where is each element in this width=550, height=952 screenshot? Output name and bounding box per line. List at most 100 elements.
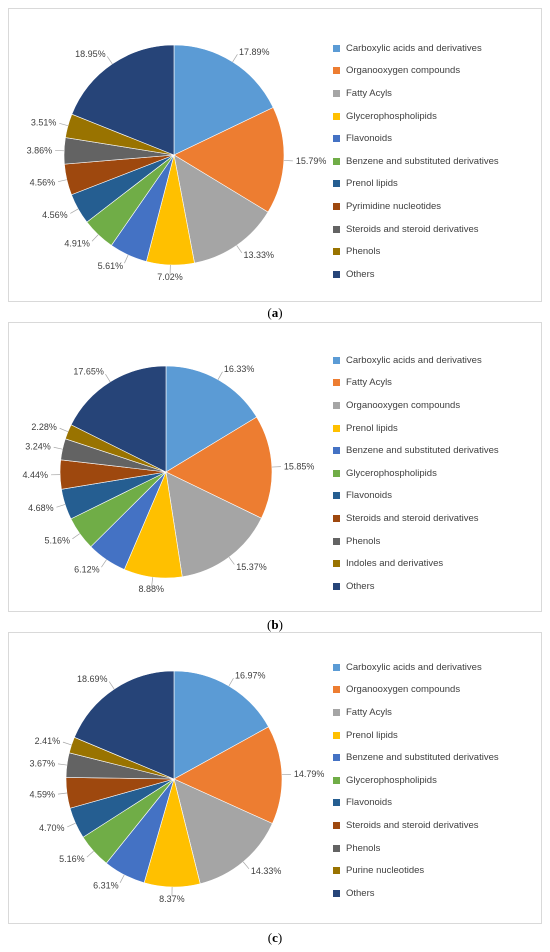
legend-swatch bbox=[333, 67, 340, 75]
legend-entry: Others bbox=[333, 575, 499, 598]
legend-swatch bbox=[333, 157, 340, 165]
legend-label: Prenol lipids bbox=[346, 729, 398, 741]
leader-line bbox=[151, 577, 154, 587]
legend-label: Phenols bbox=[346, 535, 381, 547]
leader-line bbox=[242, 861, 250, 870]
leader-line bbox=[59, 427, 69, 433]
pie-slice bbox=[173, 154, 269, 264]
legend-label: Fatty Acyls bbox=[346, 706, 392, 718]
legend-label: Steroids and steroid derivatives bbox=[346, 819, 479, 831]
legend-swatch bbox=[333, 424, 340, 432]
pie-chart-b: 16.33% 15.85% 15.37% 8.88% 6.12% 5.16% 4.68% 4.… bbox=[22, 364, 314, 594]
legend-label: Phenols bbox=[346, 842, 381, 854]
pie-slice bbox=[165, 365, 258, 473]
legend-swatch bbox=[333, 799, 340, 807]
legend-label: Prenol lipids bbox=[346, 422, 398, 434]
legend-label: Others bbox=[346, 580, 375, 592]
legend-entry: Prenol lipids bbox=[333, 724, 499, 747]
slice-data-label: 16.33% bbox=[224, 364, 255, 374]
slice-data-label: 18.69% bbox=[77, 674, 108, 684]
legend-swatch bbox=[333, 379, 340, 387]
legend-entry: Others bbox=[333, 263, 499, 286]
legend-entry: Flavonoids bbox=[333, 792, 499, 815]
slice-data-label: 6.31% bbox=[93, 881, 119, 891]
caption-a: (a) bbox=[267, 305, 283, 320]
pie-chart-c: 16.97% 14.79% 14.33% 8.37% 6.31% 5.16% 4.70% 4.… bbox=[29, 670, 324, 904]
legend-label: Benzene and substituted derivatives bbox=[346, 445, 499, 457]
legend-entry: Benzene and substituted derivatives bbox=[333, 150, 499, 173]
slice-data-label: 3.51% bbox=[31, 118, 57, 128]
legend-entry: Phenols bbox=[333, 530, 499, 553]
leader-line bbox=[56, 504, 66, 508]
legend-label: Carboxylic acids and derivatives bbox=[346, 42, 482, 54]
legend-label: Pyrimidine nucleotides bbox=[346, 200, 442, 212]
legend-entry: Fatty Acyls bbox=[333, 82, 499, 105]
caption-c: (c) bbox=[267, 930, 283, 945]
slice-data-label: 3.24% bbox=[25, 442, 51, 452]
legend-swatch bbox=[333, 44, 340, 52]
legend-label: Others bbox=[346, 268, 375, 280]
legend-swatch bbox=[333, 686, 340, 694]
slice-data-label: 4.44% bbox=[22, 470, 48, 480]
legend-label: Flavonoids bbox=[346, 797, 392, 809]
legend-entry: Prenol lipids bbox=[333, 173, 499, 196]
legend-label: Phenols bbox=[346, 246, 381, 258]
legend-label: Fatty Acyls bbox=[346, 87, 392, 99]
legend-label: Purine nucleotides bbox=[346, 865, 425, 877]
slice-data-label: 15.37% bbox=[236, 562, 267, 572]
pie-slice bbox=[173, 44, 274, 156]
leader-line bbox=[72, 533, 80, 540]
slice-data-label: 15.79% bbox=[296, 156, 327, 166]
legend-swatch bbox=[333, 202, 340, 210]
legend-label: Benzene and substituted derivatives bbox=[346, 752, 499, 764]
leader-line bbox=[228, 557, 235, 565]
pie-slice bbox=[73, 670, 175, 780]
legend-entry: Others bbox=[333, 882, 499, 905]
legend-swatch bbox=[333, 447, 340, 455]
slice-data-label: 18.95% bbox=[75, 49, 106, 59]
leader-line bbox=[59, 122, 69, 127]
legend-label: Fatty Acyls bbox=[346, 377, 392, 389]
legend-swatch bbox=[333, 867, 340, 875]
slice-data-label: 17.89% bbox=[239, 47, 270, 57]
leader-line bbox=[236, 245, 243, 253]
leader-line bbox=[228, 678, 234, 687]
legend-entry: Organooxygen compounds bbox=[333, 60, 499, 83]
legend-swatch bbox=[333, 514, 340, 522]
slice-data-label: 4.70% bbox=[39, 823, 65, 833]
slice-data-label: 4.56% bbox=[30, 177, 56, 187]
legend-entry: Glycerophospholipids bbox=[333, 105, 499, 128]
slice-data-label: 2.41% bbox=[35, 736, 61, 746]
leader-line bbox=[232, 54, 238, 63]
leader-line bbox=[101, 559, 107, 568]
slice-data-label: 17.65% bbox=[73, 367, 104, 377]
leader-line bbox=[124, 254, 129, 264]
legend-entry: Organooxygen compounds bbox=[333, 394, 499, 417]
legend-swatch bbox=[333, 356, 340, 364]
slice-data-label: 5.16% bbox=[59, 854, 85, 864]
legend-entry: Steroids and steroid derivatives bbox=[333, 218, 499, 241]
legend-entry: Steroids and steroid derivatives bbox=[333, 814, 499, 837]
slice-data-label: 4.56% bbox=[42, 210, 68, 220]
pie-chart-panel-b: 16.33% 15.85% 15.37% 8.88% 6.12% 5.16% 4.68% 4.… bbox=[8, 322, 542, 612]
legend-swatch bbox=[333, 708, 340, 716]
legend-label: Glycerophospholipids bbox=[346, 774, 437, 786]
legend-entry: Fatty Acyls bbox=[333, 701, 499, 724]
pie-slice bbox=[173, 107, 285, 213]
legend-swatch bbox=[333, 270, 340, 278]
legend-entry: Fatty Acyls bbox=[333, 372, 499, 395]
legend-swatch bbox=[333, 112, 340, 120]
leader-line bbox=[108, 681, 115, 690]
legend-label: Steroids and steroid derivatives bbox=[346, 512, 479, 524]
slice-data-label: 3.67% bbox=[29, 759, 55, 769]
legend-label: Organooxygen compounds bbox=[346, 684, 461, 696]
slice-data-label: 5.16% bbox=[44, 536, 70, 546]
leader-line bbox=[67, 822, 76, 828]
legend-entry: Phenols bbox=[333, 240, 499, 263]
legend-swatch bbox=[333, 537, 340, 545]
legend-label: Glycerophospholipids bbox=[346, 467, 437, 479]
leader-line bbox=[86, 850, 94, 858]
legend-label: Carboxylic acids and derivatives bbox=[346, 354, 482, 366]
legend-swatch bbox=[333, 821, 340, 829]
legend-label: Flavonoids bbox=[346, 133, 392, 145]
